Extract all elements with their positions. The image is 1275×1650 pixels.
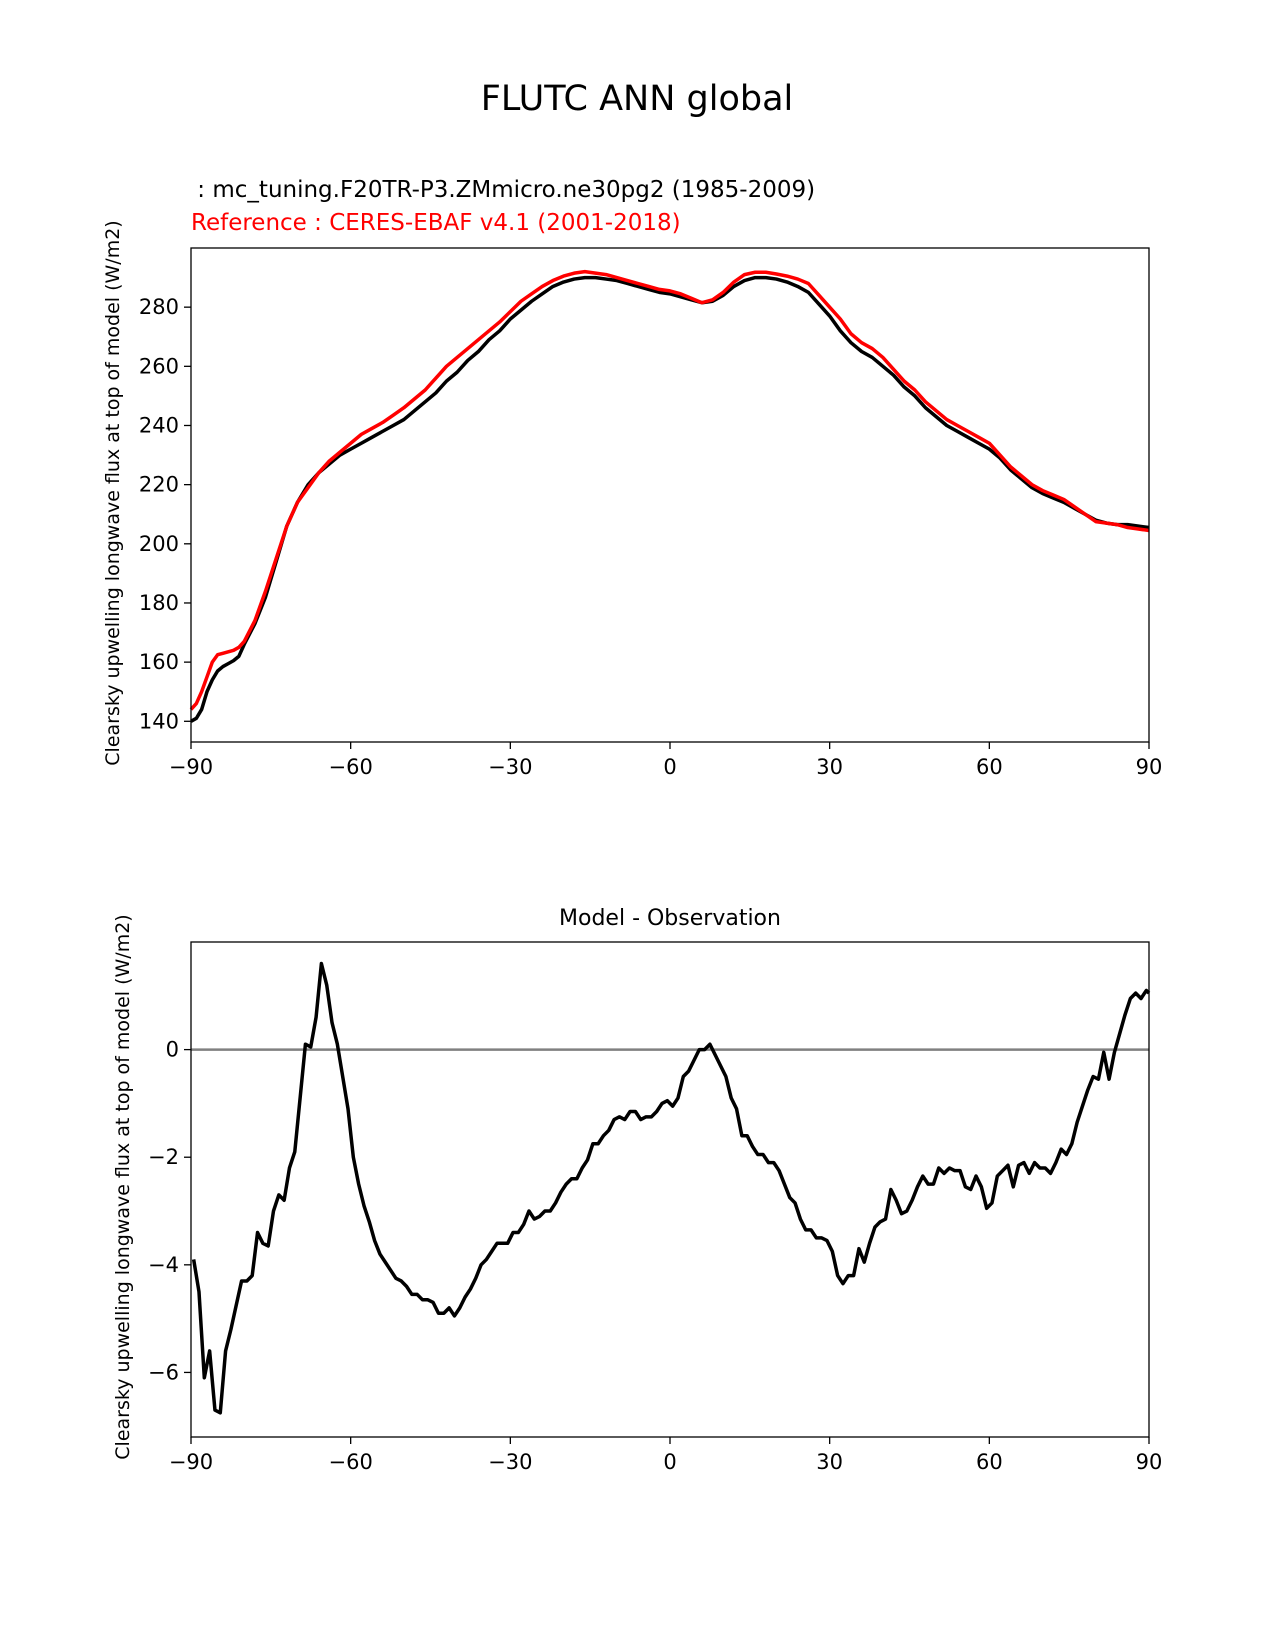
chart1-x-tick-label: −60 xyxy=(329,1450,373,1474)
bottom-panel: Model - Observation Clearsky upwelling l… xyxy=(112,906,1162,1474)
chart1-x-tick-label: 90 xyxy=(1136,1450,1163,1474)
chart0-x-tick-label: 30 xyxy=(816,755,843,779)
chart1-frame xyxy=(190,941,1150,1438)
chart0-y-tick-label: 200 xyxy=(139,532,179,556)
bottom-axes: −90 −60 −30 0 30 60 90 −6 −4 −2 0 xyxy=(148,941,1163,1474)
chart0-x-tick-label: −60 xyxy=(329,755,373,779)
model-label: : mc_tuning.F20TR-P3.ZMmicro.ne30pg2 (19… xyxy=(190,177,815,203)
chart0-y-tick-label: 220 xyxy=(139,473,179,497)
chart0-x-tick-label: 90 xyxy=(1136,755,1163,779)
reference-label: Reference : CERES-EBAF v4.1 (2001-2018) xyxy=(191,210,681,236)
chart0-model-line xyxy=(190,275,1150,723)
top-y-axis-label: Clearsky upwelling longwave flux at top … xyxy=(102,220,124,765)
chart1-model-line xyxy=(191,961,1151,1415)
top-panel: : mc_tuning.F20TR-P3.ZMmicro.ne30pg2 (19… xyxy=(102,177,1162,779)
chart0-y-tick-label: 140 xyxy=(139,709,179,733)
chart0-y-tick-label: 260 xyxy=(139,354,179,378)
bottom-panel-title: Model - Observation xyxy=(559,906,781,931)
chart1-y-tick-label: −4 xyxy=(148,1253,179,1277)
chart1-y-tick-label: −6 xyxy=(148,1360,179,1384)
bottom-y-axis-label: Clearsky upwelling longwave flux at top … xyxy=(112,914,134,1459)
chart1-x-tick-label: 60 xyxy=(976,1450,1003,1474)
chart0-y-tick-label: 240 xyxy=(139,413,179,437)
chart1-x-tick-label: 30 xyxy=(816,1450,843,1474)
chart0-y-tick-label: 160 xyxy=(139,650,179,674)
chart0-frame xyxy=(190,247,1150,743)
chart1-x-tick-label: −90 xyxy=(169,1450,213,1474)
figure-title: FLUTC ANN global xyxy=(481,79,794,119)
chart0-reference-line xyxy=(189,269,1150,711)
chart0-x-tick-label: −90 xyxy=(169,755,213,779)
top-axes: −90 −60 −30 0 30 60 90 140 160 180 200 220 240 260 280 xyxy=(139,247,1163,779)
chart0-y-tick-label: 280 xyxy=(139,295,179,319)
chart0-x-tick-label: 60 xyxy=(976,755,1003,779)
chart0-x-tick-label: 0 xyxy=(663,755,676,779)
chart1-y-tick-label: 0 xyxy=(166,1038,179,1062)
chart1-x-tick-label: 0 xyxy=(663,1450,676,1474)
chart1-y-tick-label: −2 xyxy=(148,1145,179,1169)
chart0-y-tick-label: 180 xyxy=(139,591,179,615)
chart0-x-tick-label: −30 xyxy=(488,755,532,779)
chart1-x-tick-label: −30 xyxy=(488,1450,532,1474)
